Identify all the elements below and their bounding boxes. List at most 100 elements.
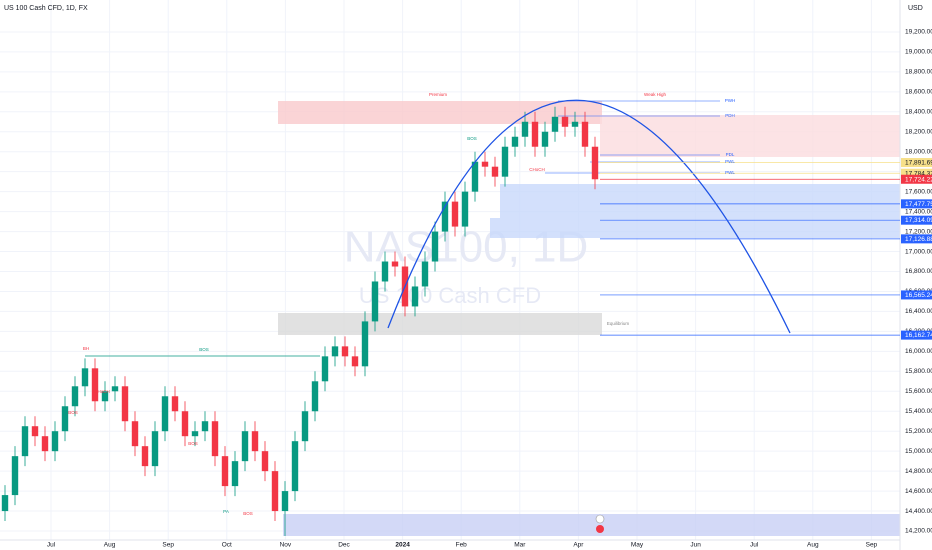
y-tick-label: 18,800.00 [905,69,932,76]
candle-body [571,121,579,127]
y-tick-label: 18,000.00 [905,148,932,155]
candle-body [221,456,229,487]
candle-body [311,381,319,412]
annotation: Weak High [644,92,666,97]
candle-body [201,421,209,432]
candle-body [161,396,169,432]
candle-body [91,368,99,402]
candle-body [51,431,59,452]
y-tick-label: 15,800.00 [905,368,932,375]
candle-body [511,136,519,147]
x-tick-label: Mar [514,542,526,549]
candle-body [381,261,389,282]
candle-body [101,391,109,402]
x-tick-label: Jun [690,542,701,549]
annotation: CHoCH [529,167,545,172]
level-label: 17,314.09 [905,217,932,224]
level-label-box [901,199,932,209]
candle-body [261,451,269,472]
candle-body [71,386,79,407]
candle-body [171,396,179,412]
candle-body [421,261,429,287]
candle-body [1,495,9,512]
candle-body [181,411,189,437]
currency: USD [908,5,923,12]
y-tick-label: 17,200.00 [905,228,932,235]
y-tick-label: 17,000.00 [905,248,932,255]
candle-body [581,121,589,147]
candle-body [561,116,569,127]
x-tick-label: Apr [573,542,584,549]
candle-body [411,286,419,307]
annotation: BOS [68,410,78,415]
candle-body [491,166,499,177]
annotation: BOS [188,441,198,446]
level-label: 17,891.69 [905,160,932,167]
annotation: PWH [725,98,736,103]
demand-zone [500,184,900,218]
candle-body [331,346,339,357]
candle-body [121,386,129,422]
y-tick-label: 18,600.00 [905,89,932,96]
x-tick-label: Feb [456,542,468,549]
candle-body [11,456,19,496]
annotation: CHoCH [94,389,110,394]
level-label: 17,724.22 [905,176,932,183]
y-tick-label: 14,600.00 [905,488,932,495]
candle-body [541,131,549,147]
level-label: 16,565.24 [905,292,932,299]
x-tick-label: Aug [104,542,116,549]
candle-body [471,161,479,192]
y-tick-label: 15,600.00 [905,388,932,395]
demand-zone [490,218,900,238]
candle-body [521,121,529,137]
candle-body [131,421,139,447]
candle-body [271,471,279,512]
grid [0,0,900,540]
candle-body [61,406,69,432]
watermark-name: US 100 Cash CFD [359,283,541,308]
annotation: PDH [725,113,735,118]
candle-body [31,426,39,437]
level-label: 16,162.74 [905,332,932,339]
level-label: 17,784.37 [905,170,932,177]
candle-body [431,231,439,262]
candle-body [441,201,449,232]
y-tick-label: 18,200.00 [905,128,932,135]
level-label-box [901,168,932,178]
candles [1,106,599,537]
candle-body [151,431,159,467]
chart-title: US 100 Cash CFD, 1D, FX [4,5,88,12]
annotation: Premium [429,92,447,97]
y-tick-label: 15,000.00 [905,448,932,455]
level-label-box [901,174,932,184]
candle-body [81,368,89,387]
annotation: PDL [726,152,735,157]
x-tick-label: Nov [280,542,292,549]
level-label-box [901,234,932,244]
x-tick-label: Sep [162,542,174,549]
y-tick-label: 19,200.00 [905,29,932,36]
flag-icon[interactable] [596,525,604,533]
y-tick-label: 17,400.00 [905,208,932,215]
x-tick-label: Aug [807,542,819,549]
candle-body [41,436,49,452]
annotation: BOS [467,136,477,141]
candle-body [241,431,249,462]
supply-zone [600,115,900,157]
equilibrium-zone [278,313,602,335]
event-icon[interactable] [595,514,605,524]
level-label-box [901,158,932,168]
x-tick-label: Dec [338,542,350,549]
candle-body [351,356,359,367]
candle-body [531,121,539,147]
y-tick-label: 15,200.00 [905,428,932,435]
x-tick-label: 2024 [395,542,410,549]
x-tick-label: May [631,542,644,549]
candle-body [21,426,29,457]
y-tick-label: 16,000.00 [905,348,932,355]
price-axis [900,0,932,550]
level-label-box [901,330,932,340]
candle-body [291,441,299,492]
